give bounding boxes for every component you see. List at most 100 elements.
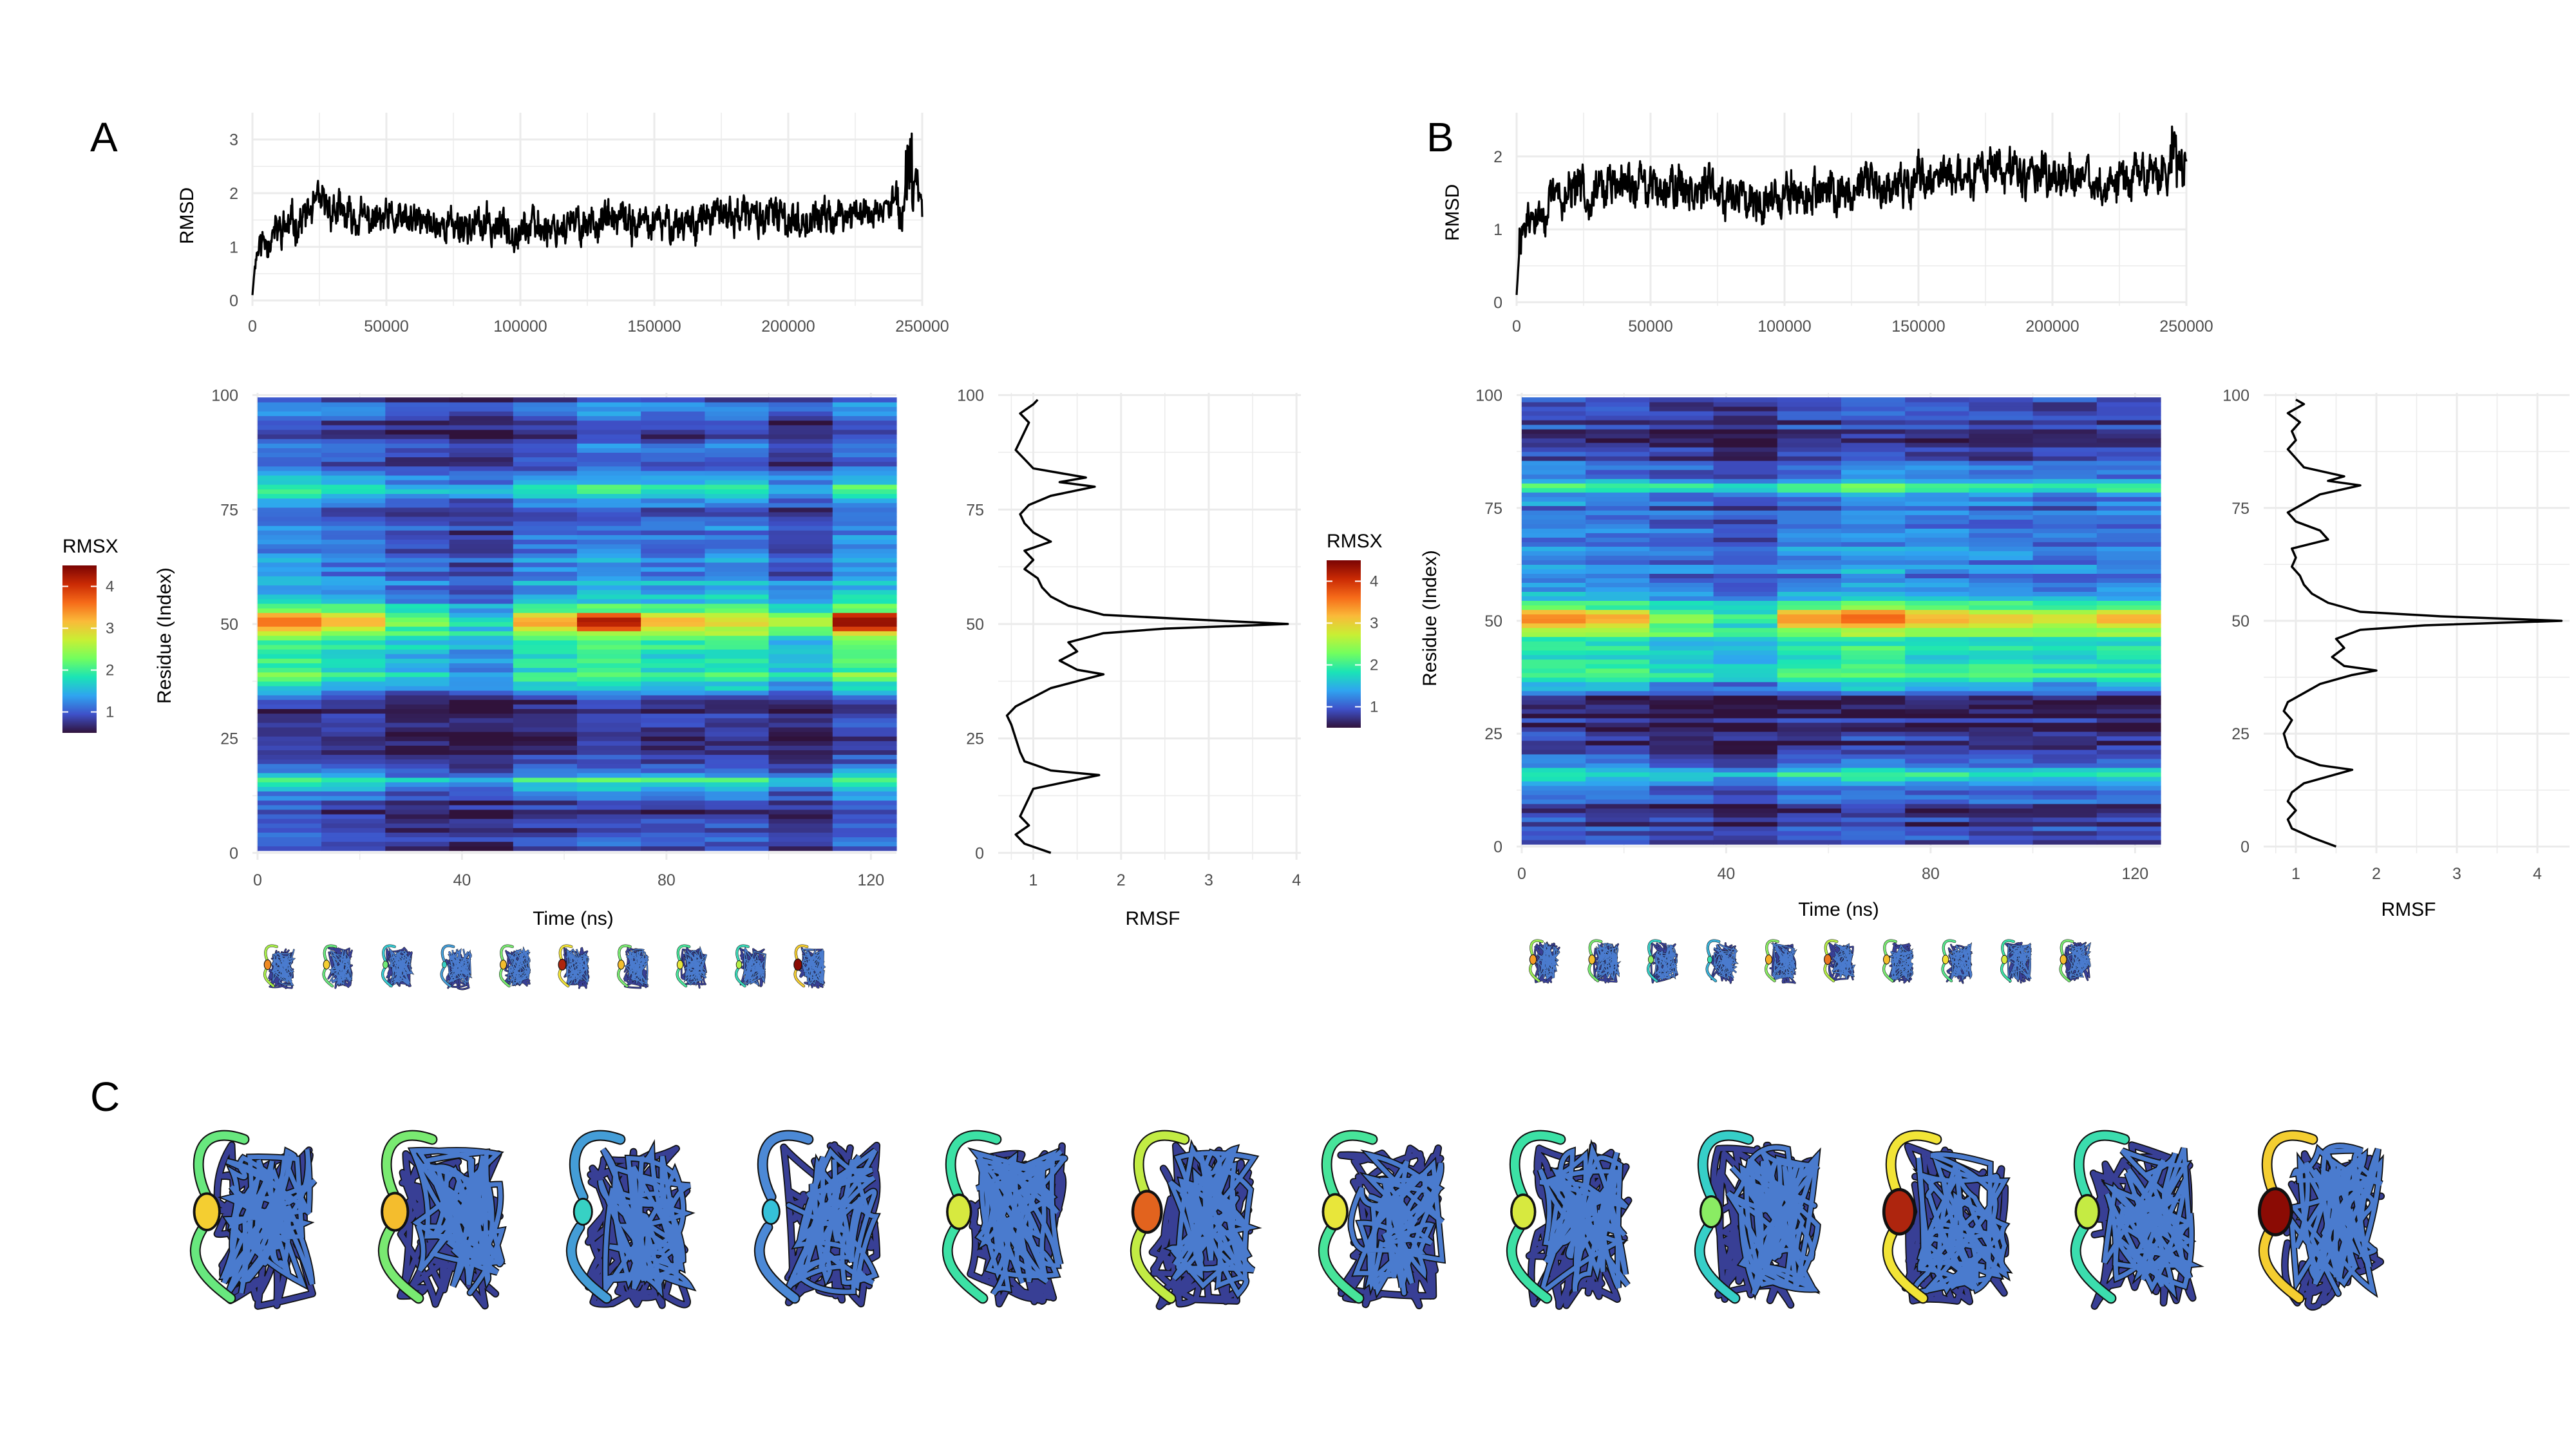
heatmap-cell [641,644,705,650]
heatmap-cell [641,539,705,545]
heatmap-cell [641,493,705,499]
heatmap-cell [641,406,705,412]
heatmap-cell [1841,533,1906,538]
heatmap-cell [257,498,322,504]
heatmap-cell [705,585,770,591]
heatmap-cell [641,832,705,838]
heatmap-cell [1713,731,1778,737]
heatmap-cell [1649,767,1714,773]
heatmap-cell [1649,831,1714,836]
heatmap-cell [577,397,641,402]
heatmap-cell [2032,429,2098,434]
heatmap-cell [705,594,770,600]
heatmap-cell [1777,573,1842,578]
heatmap-cell [449,630,514,636]
heatmap-cell [768,411,833,417]
heatmap-cell [1649,817,1714,822]
heatmap-cell [1841,726,1906,732]
heatmap-cell [641,548,705,554]
heatmap-cell [832,553,897,558]
heatmap-cell [449,741,514,746]
heatmap-cell [513,502,578,508]
heatmap-cell [705,516,770,522]
heatmap-cell [1586,817,1650,822]
heatmap-cell [2096,488,2161,493]
heatmap-cell [2032,740,2098,746]
heatmap-cell [1969,478,2034,484]
heatmap-cell [641,580,705,586]
heatmap-cell [832,498,897,504]
x-tick-label: 250000 [2159,317,2213,336]
heatmap-cell [1649,708,1714,714]
heatmap-cell [1905,587,1969,592]
y-tick-label: 0 [1493,294,1502,312]
heatmap-cell [705,722,770,728]
heatmap-cell [577,548,641,554]
heatmap-cell [2032,605,2098,611]
heatmap-cell [1713,497,1778,502]
x-tick-label: 40 [453,871,471,889]
heatmap-cell [641,443,705,448]
heatmap-cell [2032,803,2098,809]
heatmap-cell [1586,808,1650,813]
protein-backbone-icon [1506,1130,1633,1310]
heatmap-cell [768,819,833,824]
heatmap-cell [1905,433,1969,439]
heatmap-cell [577,448,641,453]
heatmap-cell [1969,753,2034,759]
y-tick-label: 100 [2222,387,2249,405]
heatmap-cell [1586,623,1650,629]
heatmap-cell [2032,469,2098,475]
heatmap-cell [768,530,833,535]
heatmap-cell [1841,740,1906,746]
heatmap-cell [705,708,770,714]
heatmap-cell [449,511,514,517]
heatmap-cell [1586,790,1650,795]
heatmap-cell [577,745,641,750]
heatmap-cell [641,402,705,407]
heatmap-cell [832,598,897,604]
heatmap-cell [768,521,833,526]
heatmap-cell [705,699,770,705]
heatmap-cell [449,654,514,659]
heatmap-cell [1713,609,1778,615]
heatmap-cell [1649,429,1714,434]
heatmap-cell [641,768,705,773]
heatmap-cell [832,448,897,453]
heatmap-cell [513,795,578,801]
heatmap-cell [321,741,386,746]
heatmap-cell [1905,492,1969,497]
heatmap-cell [2032,596,2098,601]
heatmap-cell [1969,803,2034,809]
heatmap-cell [1777,591,1842,596]
heatmap-cell [513,726,578,732]
heatmap-cell [1841,722,1906,728]
heatmap-cell [2096,641,2161,647]
heatmap-cell [449,726,514,732]
heatmap-cell [577,562,641,567]
heatmap-cell [1521,411,1586,416]
heatmap-cell [641,690,705,696]
heatmap-cell [577,621,641,627]
heatmap-cell [321,585,386,591]
heatmap-cell [449,759,514,764]
heatmap-cell [705,489,770,494]
heatmap-cell [513,626,578,632]
heatmap-cell [1905,799,1969,804]
heatmap-cell [705,736,770,741]
heatmap-cell [2096,753,2161,759]
heatmap-cell [577,713,641,719]
heatmap-cell [513,397,578,402]
heatmap-cell [1713,722,1778,728]
heatmap-cell [1905,402,1969,407]
heatmap-cell [641,813,705,819]
heatmap-cell [513,699,578,705]
heatmap-cell [513,557,578,563]
heatmap-cell [449,828,514,833]
heatmap-cell [1905,442,1969,448]
heatmap-cell [1841,442,1906,448]
heatmap-cell [1841,749,1906,755]
heatmap-cell [1841,803,1906,809]
x-tick-label: 100000 [493,317,547,336]
